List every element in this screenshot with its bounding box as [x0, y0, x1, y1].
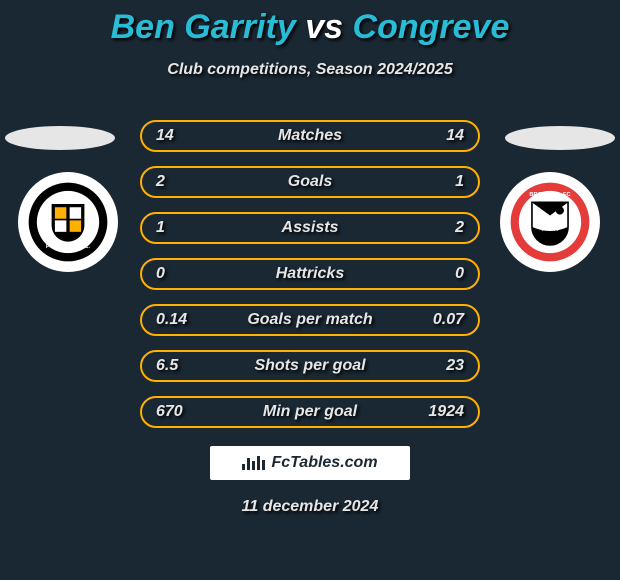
stat-right-value: 0.07: [408, 311, 478, 329]
stat-right-value: 1: [408, 173, 478, 191]
svg-text:BROMLEY · FC: BROMLEY · FC: [529, 192, 570, 198]
stats-table: 14 Matches 14 2 Goals 1 1 Assists 2 0 Ha…: [140, 120, 480, 442]
stat-left-value: 670: [142, 403, 212, 421]
stat-right-value: 23: [408, 357, 478, 375]
stat-left-value: 2: [142, 173, 212, 191]
comparison-title: Ben Garrity vs Congreve: [0, 0, 620, 47]
stat-right-value: 1924: [408, 403, 478, 421]
stat-left-value: 0: [142, 265, 212, 283]
brand-badge: FcTables.com: [210, 446, 410, 480]
stat-row: 1 Assists 2: [140, 212, 480, 244]
stat-left-value: 6.5: [142, 357, 212, 375]
stat-row: 670 Min per goal 1924: [140, 396, 480, 428]
bromley-crest-icon: BROMLEY · FC: [509, 181, 591, 263]
vs-text: vs: [305, 8, 343, 46]
ellipse-right: [505, 126, 615, 150]
stat-row: 14 Matches 14: [140, 120, 480, 152]
stat-label: Matches: [212, 127, 408, 145]
stat-right-value: 14: [408, 127, 478, 145]
stat-right-value: 2: [408, 219, 478, 237]
crest-left: PORT VALE F.C.: [18, 172, 118, 272]
bars-icon: [242, 456, 265, 470]
stat-label: Goals: [212, 173, 408, 191]
footer-date: 11 december 2024: [0, 498, 620, 516]
portvale-crest-icon: PORT VALE F.C.: [27, 181, 109, 263]
ellipse-left: [5, 126, 115, 150]
subtitle: Club competitions, Season 2024/2025: [0, 61, 620, 79]
player1-name: Ben Garrity: [111, 8, 296, 46]
svg-text:PORT VALE F.C.: PORT VALE F.C.: [46, 244, 91, 250]
stat-label: Hattricks: [212, 265, 408, 283]
stat-row: 0.14 Goals per match 0.07: [140, 304, 480, 336]
stat-label: Goals per match: [212, 311, 408, 329]
stat-row: 2 Goals 1: [140, 166, 480, 198]
stat-right-value: 0: [408, 265, 478, 283]
stat-left-value: 14: [142, 127, 212, 145]
stat-label: Min per goal: [212, 403, 408, 421]
stat-row: 0 Hattricks 0: [140, 258, 480, 290]
crest-right: BROMLEY · FC: [500, 172, 600, 272]
stat-row: 6.5 Shots per goal 23: [140, 350, 480, 382]
stat-left-value: 0.14: [142, 311, 212, 329]
player2-name: Congreve: [353, 8, 510, 46]
stat-left-value: 1: [142, 219, 212, 237]
stat-label: Shots per goal: [212, 357, 408, 375]
stat-label: Assists: [212, 219, 408, 237]
brand-text: FcTables.com: [271, 454, 377, 472]
